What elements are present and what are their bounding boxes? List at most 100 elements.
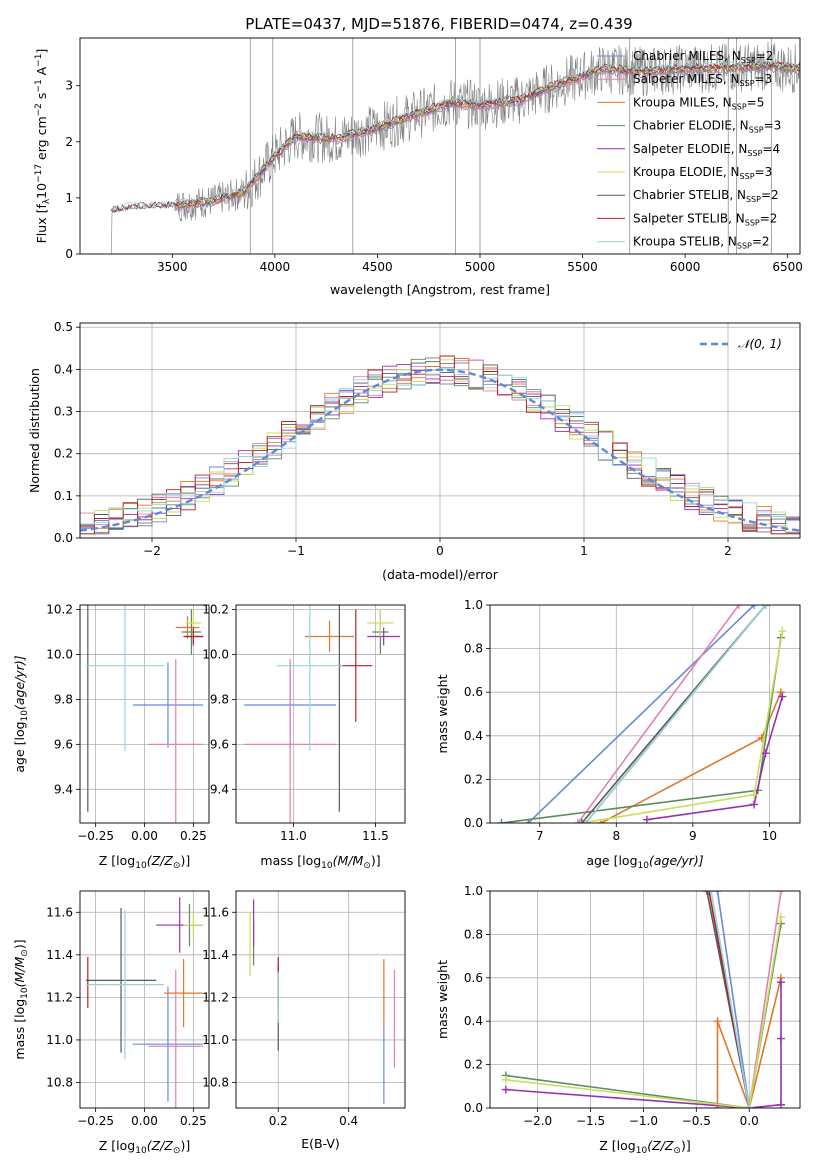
y-tick-label: 3: [65, 79, 73, 93]
x-tick-label: 0.2: [269, 1114, 288, 1128]
y-tick-label: 9.6: [210, 737, 229, 751]
x-tick-label: 3500: [157, 260, 188, 274]
weight-marker: [713, 891, 722, 895]
weight-line-kroupa-elodie: [505, 916, 782, 1108]
weight-marker: [776, 1034, 785, 1043]
errorbar-salpeter-miles: [244, 658, 337, 823]
y-tick-label: 10.2: [46, 602, 73, 616]
y-tick-label: 0.8: [464, 927, 483, 941]
y-tick-label: 2: [65, 135, 73, 149]
errorbar-salpeter-miles: [148, 969, 204, 1108]
axes-frame: [79, 37, 801, 255]
weight-line-kroupa-miles: [716, 977, 782, 1108]
x-tick-label: 11.0: [280, 829, 307, 843]
residuals-plot-area: [80, 355, 800, 535]
weight-marker: [776, 1100, 785, 1108]
y-tick-label: 0.3: [54, 405, 73, 419]
y-axis-label: mass weight: [435, 960, 450, 1039]
model-line-kroupa-elodie: [174, 62, 800, 208]
y-axis-label: mass weight: [435, 674, 450, 753]
y-tick-label: 11.6: [202, 905, 229, 919]
weight-marker: [776, 913, 785, 922]
weight-marker: [776, 688, 785, 697]
y-tick-label: 0.6: [464, 685, 483, 699]
x-tick-label: −0.25: [77, 829, 114, 843]
weight-line-chabrier-elodie: [501, 637, 782, 823]
weight_vs_Z-plot-area: [501, 891, 785, 1108]
axes-frame: [489, 890, 801, 1109]
legend-label: Kroupa STELIB, NSSP=2: [633, 235, 770, 251]
weight-marker: [778, 692, 787, 701]
weight-marker: [702, 891, 711, 895]
weight-marker: [501, 1085, 510, 1094]
weight-line-chabrier-miles: [527, 605, 755, 823]
x-tick-label: −0.25: [77, 1114, 114, 1128]
y-tick-label: 0.1: [54, 489, 73, 503]
y-tick-label: 11.2: [202, 990, 229, 1004]
x-tick-label: 7: [536, 829, 544, 843]
weight-marker: [750, 800, 759, 809]
weight-marker: [750, 605, 759, 609]
legend-label: Kroupa ELODIE, NSSP=3: [633, 165, 772, 181]
x-tick-label: −1.0: [629, 1114, 658, 1128]
x-tick-label: 4000: [260, 260, 291, 274]
x-axis-label: wavelength [Angstrom, rest frame]: [330, 282, 550, 297]
x-tick-label: −2: [143, 544, 161, 558]
weight-marker: [776, 891, 785, 895]
spectrum-legend: Chabrier MILES, NSSP=2 Salpeter MILES, NS…: [597, 49, 781, 251]
age-vs-mass-panel: 11.0 11.5 9.4 9.6 9.8 10.0 10.2 mass [log10(M/M…: [202, 602, 406, 871]
legend-label: Salpeter STELIB, NSSP=2: [633, 211, 777, 227]
model-line-salpeter-stelib: [110, 60, 800, 211]
age_vs_Z-plot-area: [85, 605, 204, 823]
x-tick-label: 0.0: [740, 1114, 759, 1128]
weight-vs-z-panel: −2.0 −1.5 −1.0 −0.5 0.0 0.0 0.2 0.4 0.6 0.8 1.0 Z […: [435, 884, 801, 1156]
y-tick-label: 0.2: [464, 1058, 483, 1072]
errorbar-chabrier-elodie: [181, 609, 202, 655]
weight-marker: [707, 891, 716, 895]
weight-marker: [574, 819, 583, 823]
errorbar-kroupa-stelib: [85, 605, 165, 752]
weight-line-kroupa-stelib: [585, 605, 767, 823]
y-tick-label: 0.0: [464, 1101, 483, 1115]
axes-frame: [235, 890, 406, 1109]
weight-line-salpeter-elodie: [646, 696, 784, 821]
x-axis-label: E(B-V): [301, 1136, 340, 1151]
weight-marker: [705, 891, 714, 895]
errorbar-kroupa-stelib: [277, 605, 343, 752]
legend-label: Chabrier MILES, NSSP=2: [633, 49, 773, 65]
y-tick-label: 0.2: [54, 447, 73, 461]
model-line-kroupa-stelib: [110, 59, 800, 212]
x-tick-label: 0.25: [180, 1114, 207, 1128]
y-tick-label: 1: [65, 191, 73, 205]
y-tick-label: 11.2: [46, 990, 73, 1004]
x-axis-label: Z [log10(Z/Z⊙)]: [99, 853, 190, 871]
x-tick-label: 0.00: [131, 1114, 158, 1128]
x-tick-label: 0: [436, 544, 444, 558]
y-tick-label: 0.2: [464, 772, 483, 786]
mass_vs_ebv-plot-area: [249, 899, 396, 1104]
errorbar-kroupa-miles: [175, 616, 200, 639]
y-tick-label: 9.8: [210, 692, 229, 706]
y-tick-label: 10.8: [202, 1075, 229, 1089]
x-tick-label: 5500: [567, 260, 598, 274]
x-axis-label: mass [log10(M/M⊙)]: [260, 853, 380, 871]
errorbar-salpeter-stelib: [339, 609, 373, 722]
x-tick-label: 0.25: [180, 829, 207, 843]
weight-marker: [761, 605, 770, 609]
x-tick-label: −2.0: [523, 1114, 552, 1128]
y-tick-label: 9.4: [210, 782, 229, 796]
errorbar-chabrier-stelib: [85, 908, 157, 1053]
legend-label: Salpeter ELODIE, NSSP=4: [633, 142, 780, 158]
weight-marker: [776, 978, 785, 987]
axes-frame: [79, 890, 210, 1109]
y-tick-label: 10.2: [202, 602, 229, 616]
mass-vs-ebv-panel: 0.2 0.4 10.8 11.0 11.2 11.4 11.6 E(B-V): [202, 890, 406, 1151]
errorbar-salpeter-stelib: [183, 627, 204, 646]
weight-marker: [745, 1104, 754, 1108]
spectrum-plot-area: [110, 38, 800, 254]
weight-marker: [713, 1017, 722, 1026]
weight-line-kroupa-stelib: [710, 891, 750, 1108]
y-tick-label: 11.0: [46, 1033, 73, 1047]
x-tick-label: 5000: [465, 260, 496, 274]
